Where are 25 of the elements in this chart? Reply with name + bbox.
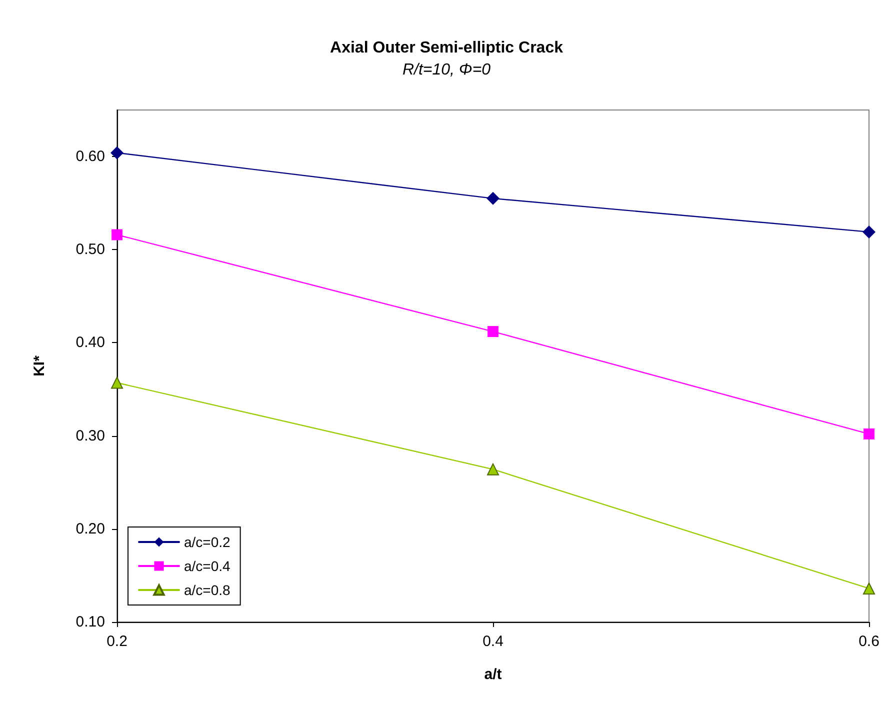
legend-label: a/c=0.2 (184, 534, 231, 550)
point (864, 428, 874, 440)
y-tick-label: 0.40 (76, 334, 105, 352)
y-axis-title: KI* (31, 355, 48, 376)
point (110, 146, 124, 160)
y-tick-label: 0.30 (76, 427, 105, 444)
y-tick-label: 0.50 (76, 241, 105, 258)
x-tick-label: 0.2 (106, 633, 128, 650)
y-tick-label: 0.20 (76, 520, 105, 538)
point (488, 326, 498, 338)
x-axis-title: a/t (484, 666, 502, 683)
point (487, 463, 499, 476)
point (486, 192, 500, 205)
chart-subtitle: R/t=10, Φ=0 (402, 62, 491, 78)
y-tick-label: 0.10 (76, 614, 105, 630)
x-tick-label: 0.6 (858, 633, 880, 650)
point (111, 376, 123, 389)
point (862, 225, 876, 238)
chart-title: Axial Outer Semi-elliptic Crack (330, 40, 564, 56)
legend-label: a/c=0.4 (184, 558, 231, 574)
y-tick-label: 0.60 (76, 148, 105, 166)
legend-label: a/c=0.8 (184, 582, 231, 598)
point (863, 582, 875, 594)
point (112, 229, 122, 240)
x-tick-label: 0.4 (482, 633, 504, 650)
